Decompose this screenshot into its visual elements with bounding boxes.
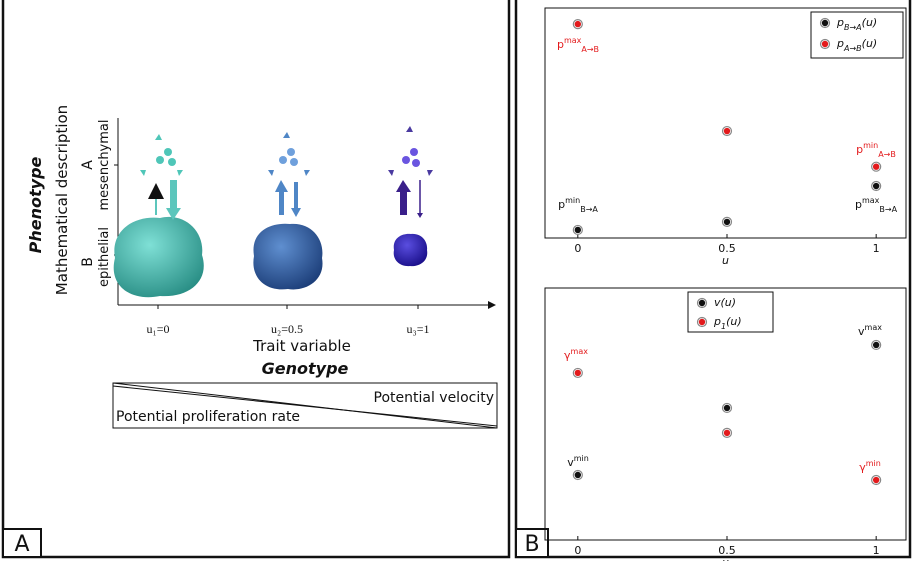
annotation: pminB→A [558,196,598,214]
x-axis-label: u [722,556,729,561]
point [873,477,879,483]
point [575,21,581,27]
point [575,370,581,376]
state-name: mesenchymal [97,120,112,211]
legend-marker [699,319,705,325]
small-cells [140,126,433,176]
cell-epithelial [114,217,204,297]
panel-label: B [524,532,539,557]
point [724,430,730,436]
x-tick-label: 1 [873,242,880,255]
x-tick-label: 0 [574,242,581,255]
annotation: γmax [564,347,588,362]
trait-label: u₂=0.5 [271,322,303,336]
figure: A Phenotype Mathematical description A m… [0,0,912,561]
legend-marker [822,41,828,47]
legend-marker [822,20,828,26]
point [724,405,730,411]
state-name: epithelial [97,227,112,287]
proliferation-label: Potential proliferation rate [116,409,300,425]
point [575,227,581,233]
point [724,128,730,134]
genotype-label: Genotype [262,359,349,378]
x-tick-label: 0 [574,544,581,557]
point [873,164,879,170]
cell-intermediate [253,224,322,290]
annotation: γmin [859,459,881,474]
annotation: pmaxB→A [855,196,898,214]
cell-mesenchymal [394,234,428,266]
velocity-label: Potential velocity [374,390,495,406]
phenotype-label: Phenotype [26,156,45,253]
trait-label: u₃=1 [407,322,430,336]
arrows [156,180,423,220]
legend-label: v(u) [714,296,736,309]
panel-a-frame [3,0,509,557]
legend-marker [699,300,705,306]
state-label: A [80,160,96,170]
annotation: pminA→B [856,141,896,159]
annotation: vmin [567,454,589,469]
point [575,472,581,478]
y-axis-label: Mathematical description [53,105,71,295]
x-axis-label: Trait variable [252,337,351,355]
x-axis-label: u [722,254,729,267]
x-tick-label: 1 [873,544,880,557]
annotation: pmaxA→B [557,36,599,54]
point [873,183,879,189]
point [724,219,730,225]
point [873,342,879,348]
trait-label: u₁=0 [147,322,170,336]
annotation: vmax [858,323,882,338]
panel-label: A [14,532,29,557]
state-label: B [80,257,96,267]
